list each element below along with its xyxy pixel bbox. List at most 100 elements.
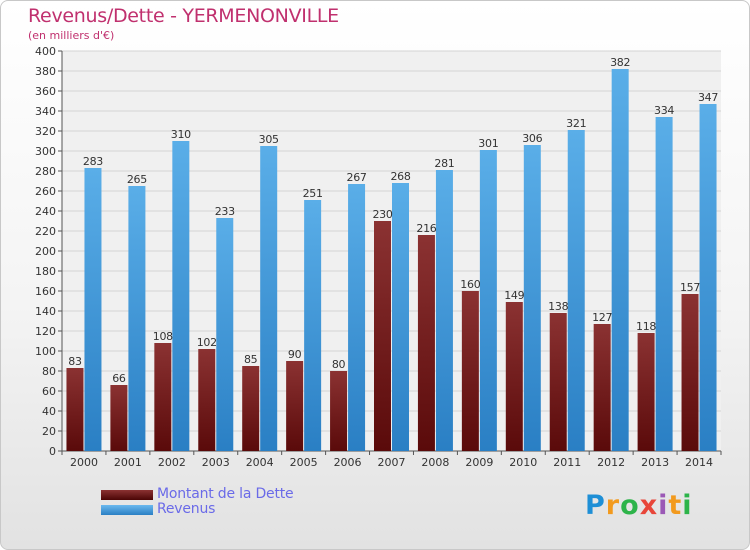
legend-swatch-dette — [101, 490, 153, 500]
bar-revenus — [523, 145, 541, 451]
data-label-dette: 80 — [332, 358, 346, 371]
x-tick-label: 2013 — [641, 456, 669, 469]
y-tick-label: 140 — [35, 305, 56, 318]
bar-revenus — [567, 130, 585, 451]
data-label-revenus: 268 — [390, 170, 410, 183]
y-tick-label: 380 — [35, 65, 56, 78]
bars — [66, 69, 717, 451]
data-label-revenus: 233 — [215, 205, 235, 218]
data-label-revenus: 382 — [610, 56, 630, 69]
data-label-revenus: 301 — [478, 137, 498, 150]
data-label-dette: 118 — [636, 320, 656, 333]
data-label-dette: 108 — [153, 330, 173, 343]
data-label-dette: 102 — [197, 336, 217, 349]
x-tick-label: 2007 — [378, 456, 406, 469]
data-label-revenus: 306 — [522, 132, 542, 145]
data-label-revenus: 334 — [654, 104, 674, 117]
y-tick-label: 80 — [42, 365, 56, 378]
x-tick-label: 2010 — [509, 456, 537, 469]
y-tick-label: 320 — [35, 125, 56, 138]
bar-dette — [505, 302, 523, 451]
y-tick-label: 360 — [35, 85, 56, 98]
y-tick-label: 0 — [49, 445, 56, 458]
bar-dette — [198, 349, 216, 451]
bar-dette — [330, 371, 348, 451]
data-label-revenus: 347 — [698, 91, 718, 104]
data-label-revenus: 283 — [83, 155, 103, 168]
bar-revenus — [128, 186, 146, 451]
x-tick-label: 2008 — [421, 456, 449, 469]
x-tick-label: 2000 — [70, 456, 98, 469]
axes: 0 20 40 60 80 100 120 140 160 180 200 220 240 260 280 3… — [35, 45, 722, 469]
bar-revenus — [435, 170, 453, 451]
y-tick-label: 160 — [35, 285, 56, 298]
bar-revenus — [260, 146, 278, 451]
bar-revenus — [392, 183, 409, 451]
bar-dette — [637, 333, 655, 451]
data-label-revenus: 321 — [566, 117, 586, 130]
bar-dette — [242, 366, 260, 451]
data-label-revenus: 265 — [127, 173, 147, 186]
data-label-dette: 83 — [68, 355, 82, 368]
x-tick-label: 2003 — [202, 456, 230, 469]
bar-revenus — [84, 168, 102, 451]
data-labels: 83 283 66 265 108 310 102 233 85 305 90 251 80 267 230… — [68, 56, 718, 385]
data-label-revenus: 305 — [259, 133, 279, 146]
data-label-dette: 66 — [112, 372, 126, 385]
y-tick-label: 280 — [35, 165, 56, 178]
data-label-dette: 216 — [416, 222, 436, 235]
y-tick-label: 60 — [42, 385, 56, 398]
x-tick-label: 2011 — [553, 456, 581, 469]
y-tick-label: 260 — [35, 185, 56, 198]
data-label-dette: 138 — [548, 300, 568, 313]
data-label-revenus: 251 — [303, 187, 323, 200]
bar-revenus — [479, 150, 497, 451]
legend-swatch-revenus — [101, 505, 153, 515]
bar-dette — [286, 361, 304, 451]
x-tick-label: 2004 — [246, 456, 274, 469]
y-tick-label: 220 — [35, 225, 56, 238]
chart-title: Revenus/Dette - YERMENONVILLE — [28, 5, 339, 27]
bar-dette — [549, 313, 567, 451]
legend-label-revenus: Revenus — [157, 501, 216, 517]
y-tick-label: 400 — [35, 45, 56, 58]
data-label-dette: 157 — [680, 281, 700, 294]
bar-dette — [374, 221, 391, 451]
bar-dette — [110, 385, 128, 451]
data-label-revenus: 267 — [347, 171, 367, 184]
y-tick-label: 100 — [35, 345, 56, 358]
x-tick-label: 2002 — [158, 456, 186, 469]
bar-revenus — [304, 200, 322, 451]
bar-revenus — [655, 117, 673, 451]
data-label-revenus: 310 — [171, 128, 191, 141]
legend-label-dette: Montant de la Dette — [157, 486, 294, 502]
grid-lines — [62, 50, 721, 451]
x-tick-label: 2009 — [465, 456, 493, 469]
y-tick-label: 240 — [35, 205, 56, 218]
bar-dette — [681, 294, 699, 451]
bar-revenus — [216, 218, 234, 451]
bar-dette — [154, 343, 172, 451]
x-tick-label: 2006 — [334, 456, 362, 469]
y-tick-label: 20 — [42, 425, 56, 438]
x-tick-label: 2012 — [597, 456, 625, 469]
bar-revenus — [348, 184, 366, 451]
bar-revenus — [611, 69, 629, 451]
data-label-revenus: 281 — [434, 157, 454, 170]
data-label-dette: 127 — [592, 311, 612, 324]
data-label-dette: 230 — [372, 208, 392, 221]
y-tick-label: 180 — [35, 265, 56, 278]
bar-dette — [417, 235, 435, 451]
data-label-dette: 85 — [244, 353, 258, 366]
bar-revenus — [172, 141, 190, 451]
bar-revenus — [699, 104, 717, 451]
data-label-dette: 149 — [504, 289, 524, 302]
data-label-dette: 160 — [460, 278, 480, 291]
bar-dette — [461, 291, 479, 451]
y-tick-label: 200 — [35, 245, 56, 258]
y-tick-label: 40 — [42, 405, 56, 418]
bar-dette — [593, 324, 611, 451]
y-tick-label: 340 — [35, 105, 56, 118]
